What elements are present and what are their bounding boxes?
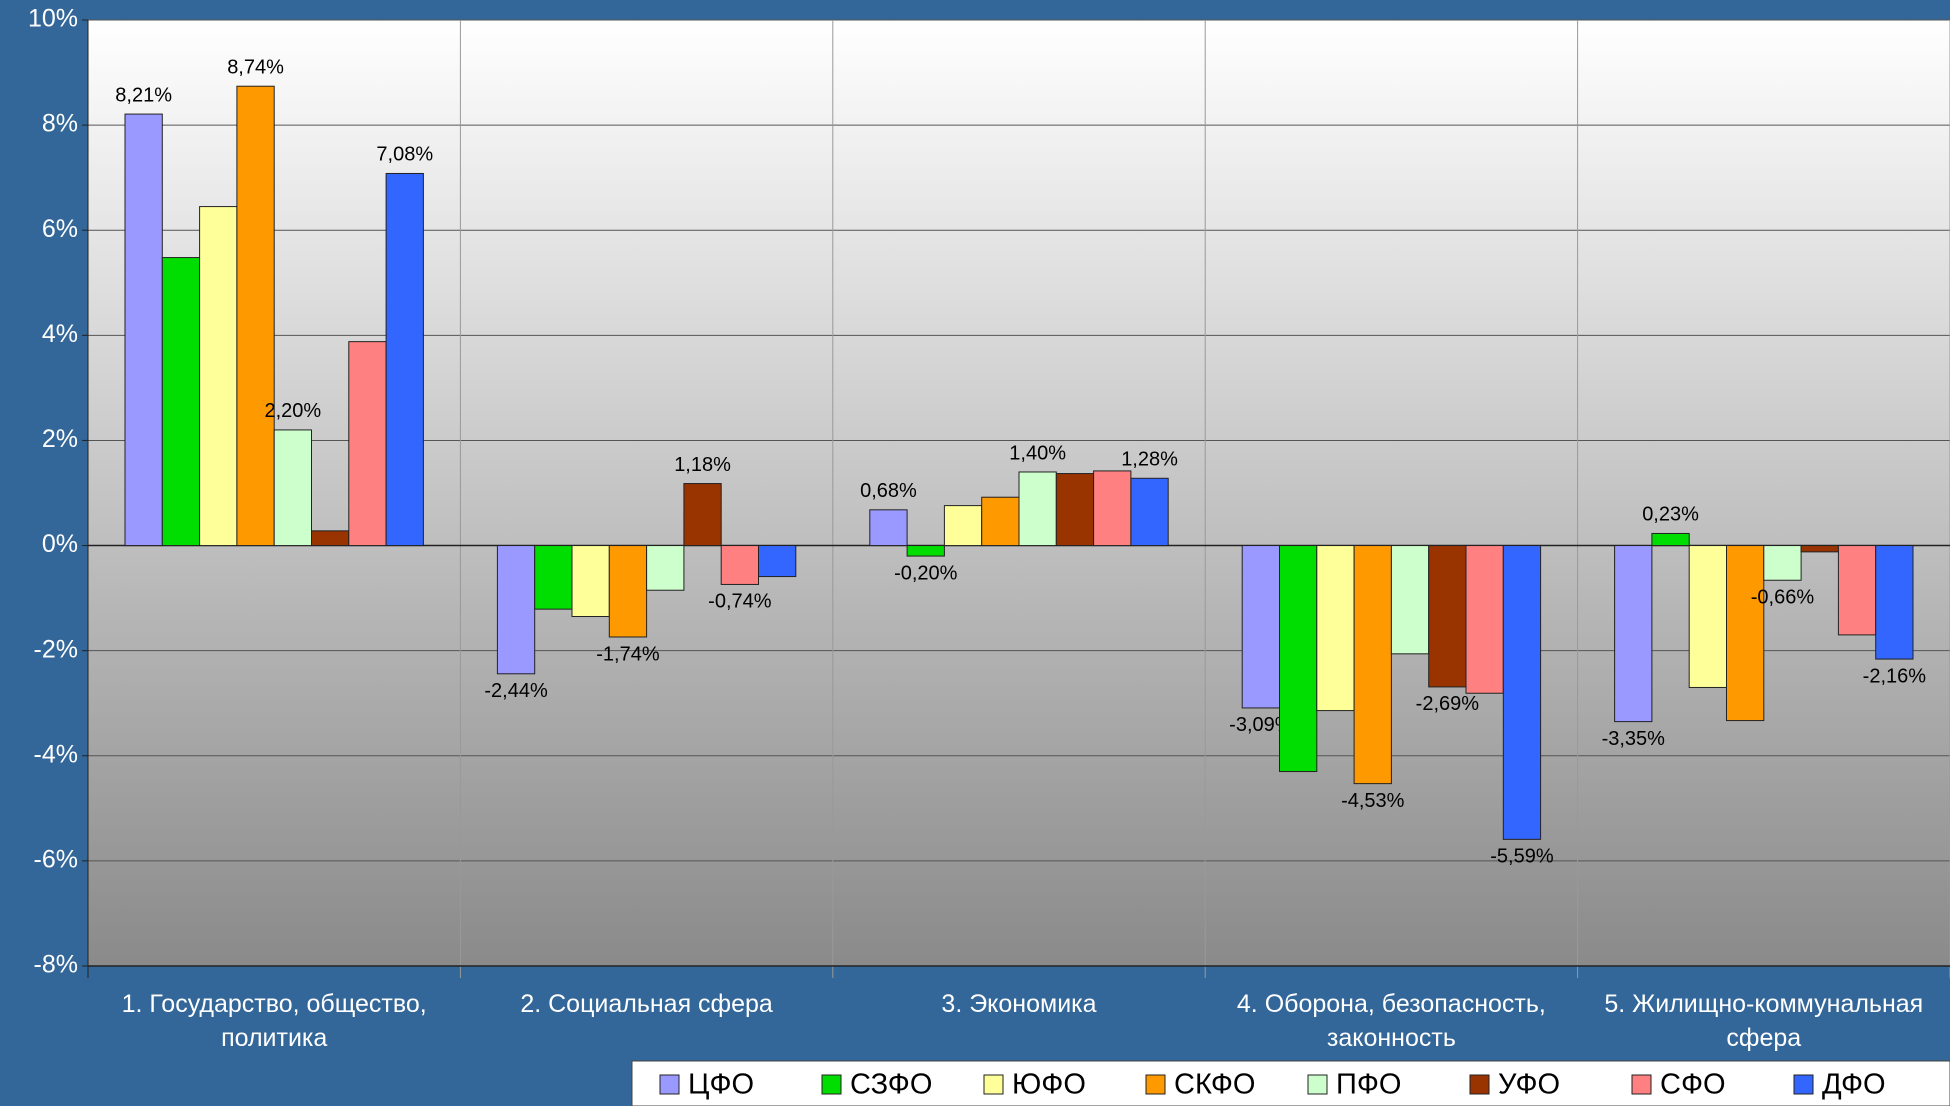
- legend-swatch: [821, 1074, 842, 1095]
- data-label: 1,28%: [1121, 449, 1178, 471]
- data-label: -2,69%: [1416, 693, 1480, 715]
- data-label: 2,20%: [264, 400, 321, 422]
- bar: [758, 545, 797, 578]
- bar: [981, 496, 1020, 547]
- data-label: 1,40%: [1009, 442, 1066, 464]
- y-tick-label: -8%: [34, 951, 78, 979]
- bar: [720, 545, 760, 585]
- data-label: -4,53%: [1341, 790, 1405, 812]
- data-label: -5,59%: [1490, 846, 1554, 868]
- legend-swatch: [1145, 1074, 1166, 1095]
- legend-label: ЮФО: [1012, 1069, 1086, 1101]
- data-label: -2,16%: [1863, 665, 1927, 687]
- x-tick-label: 4. Оборона, безопасность, законность: [1236, 990, 1546, 1052]
- bar: [683, 483, 722, 547]
- x-tick-label: 2. Социальная сфера: [520, 990, 773, 1018]
- data-label: 8,21%: [115, 84, 172, 106]
- y-tick-label: -6%: [34, 845, 78, 873]
- legend-swatch: [1307, 1074, 1328, 1095]
- bar: [1390, 545, 1430, 655]
- legend-label: СЗФО: [850, 1069, 932, 1101]
- data-label: 1,18%: [674, 454, 731, 476]
- bar: [1688, 545, 1727, 688]
- bar: [1875, 545, 1914, 660]
- data-label: 8,74%: [227, 57, 284, 79]
- bar: [1093, 470, 1132, 547]
- y-tick-label: 6%: [42, 215, 78, 243]
- legend-label: ДФО: [1822, 1069, 1886, 1101]
- bar: [1130, 477, 1169, 547]
- bar: [869, 509, 908, 547]
- y-tick-label: 2%: [42, 425, 78, 453]
- legend-swatch: [1631, 1074, 1652, 1095]
- bar: [1837, 545, 1877, 636]
- y-tick-label: 4%: [42, 320, 78, 348]
- bar: [646, 545, 685, 591]
- legend-label: УФО: [1498, 1069, 1560, 1101]
- bar: [943, 505, 983, 547]
- bar: [608, 545, 648, 638]
- legend-label: СКФО: [1174, 1069, 1255, 1101]
- bar: [124, 113, 163, 547]
- data-label: -3,09%: [1229, 714, 1293, 736]
- bar: [236, 85, 275, 547]
- bar: [1763, 545, 1802, 581]
- y-tick-label: 10%: [28, 5, 78, 33]
- bar: [534, 545, 573, 610]
- bar: [1241, 545, 1280, 709]
- bar: [1651, 532, 1690, 547]
- bar: [161, 257, 201, 547]
- legend-swatch: [983, 1074, 1004, 1095]
- y-tick-label: -2%: [34, 635, 78, 663]
- data-label: -3,35%: [1602, 728, 1666, 750]
- bar: [571, 545, 610, 618]
- bar: [1502, 545, 1542, 840]
- data-label: -0,74%: [708, 591, 772, 613]
- y-tick-label: 8%: [42, 110, 78, 138]
- bar: [1018, 471, 1057, 547]
- legend-swatch: [1469, 1074, 1490, 1095]
- data-label: 0,68%: [860, 480, 917, 502]
- bar: [385, 172, 424, 547]
- bar: [1726, 545, 1765, 722]
- data-label: -2,44%: [484, 680, 548, 702]
- bar: [199, 206, 238, 547]
- data-label: -0,66%: [1751, 587, 1815, 609]
- y-tick-label: 0%: [42, 530, 78, 558]
- bar: [496, 545, 536, 675]
- bar: [348, 341, 387, 547]
- bar: [1465, 545, 1504, 694]
- y-tick-label: -4%: [34, 740, 78, 768]
- bar: [1800, 545, 1839, 553]
- x-tick-label: 3. Экономика: [941, 990, 1097, 1018]
- bar: [906, 545, 945, 557]
- bar: [1316, 545, 1355, 712]
- legend-swatch: [659, 1074, 680, 1095]
- legend-label: ЦФО: [688, 1069, 754, 1101]
- legend-label: СФО: [1660, 1069, 1726, 1101]
- bar: [273, 429, 313, 547]
- bar: [311, 530, 350, 547]
- data-label: -1,74%: [596, 643, 660, 665]
- bar: [1353, 545, 1392, 785]
- data-label: 0,23%: [1642, 504, 1699, 526]
- bar: [1279, 545, 1318, 773]
- x-tick-label: 1. Государство, общество, политика: [121, 990, 427, 1052]
- data-label: 7,08%: [376, 144, 433, 166]
- legend-label: ПФО: [1336, 1069, 1401, 1101]
- legend: [631, 1060, 1950, 1106]
- bar: [1428, 545, 1467, 688]
- bar: [1614, 545, 1653, 723]
- bar: [1055, 473, 1095, 547]
- data-label: -0,20%: [894, 562, 958, 584]
- legend-swatch: [1793, 1074, 1814, 1095]
- x-tick-label: 5. Жилищно-коммунальная сфера: [1604, 990, 1924, 1052]
